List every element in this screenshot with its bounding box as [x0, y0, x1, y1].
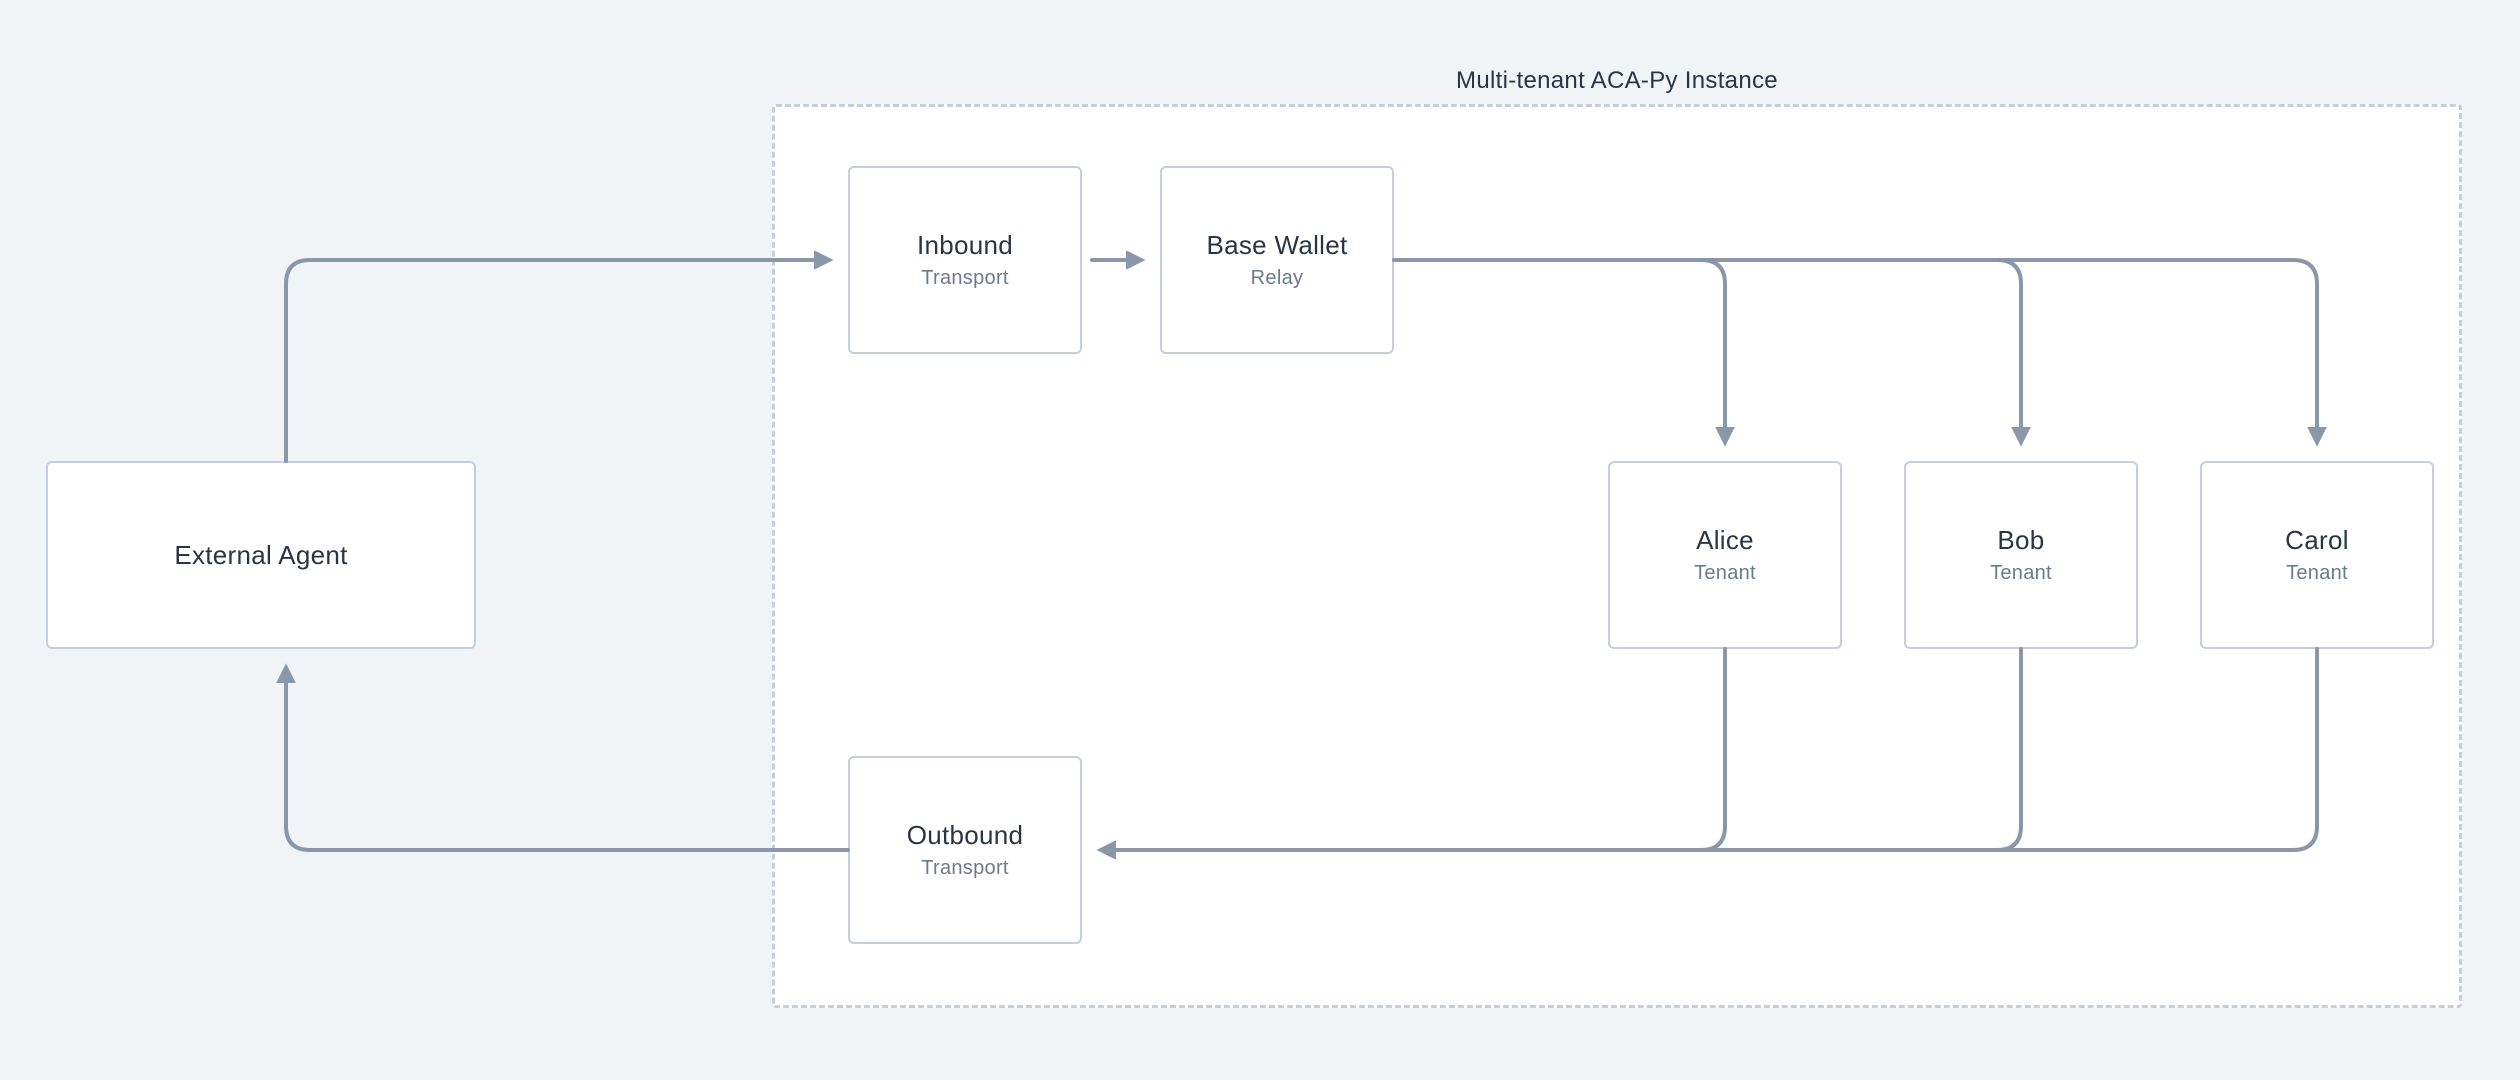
edge-ext-to-inbound — [286, 260, 828, 461]
node-subtitle: Tenant — [1694, 562, 1756, 585]
node-title: External Agent — [174, 540, 347, 571]
node-subtitle: Transport — [921, 857, 1009, 880]
node-base-wallet: Base Wallet Relay — [1160, 166, 1394, 354]
node-title: Bob — [1997, 525, 2044, 556]
node-title: Inbound — [917, 230, 1013, 261]
node-outbound-transport: Outbound Transport — [848, 756, 1082, 944]
node-external-agent: External Agent — [46, 461, 476, 649]
node-tenant-alice: Alice Tenant — [1608, 461, 1842, 649]
node-subtitle: Tenant — [1990, 562, 2052, 585]
node-tenant-carol: Carol Tenant — [2200, 461, 2434, 649]
node-title: Alice — [1696, 525, 1754, 556]
edge-outbound-to-ext — [286, 669, 848, 850]
node-title: Carol — [2285, 525, 2349, 556]
diagram-canvas: Multi-tenant ACA-Py Instance External Ag… — [0, 0, 2520, 1080]
node-subtitle: Relay — [1251, 267, 1304, 290]
node-title: Base Wallet — [1206, 230, 1347, 261]
node-title: Outbound — [907, 820, 1024, 851]
node-subtitle: Transport — [921, 267, 1009, 290]
node-tenant-bob: Bob Tenant — [1904, 461, 2138, 649]
node-subtitle: Tenant — [2286, 562, 2348, 585]
node-inbound-transport: Inbound Transport — [848, 166, 1082, 354]
arrowhead-outbound-to-ext — [276, 663, 296, 683]
container-title: Multi-tenant ACA-Py Instance — [775, 67, 2459, 95]
